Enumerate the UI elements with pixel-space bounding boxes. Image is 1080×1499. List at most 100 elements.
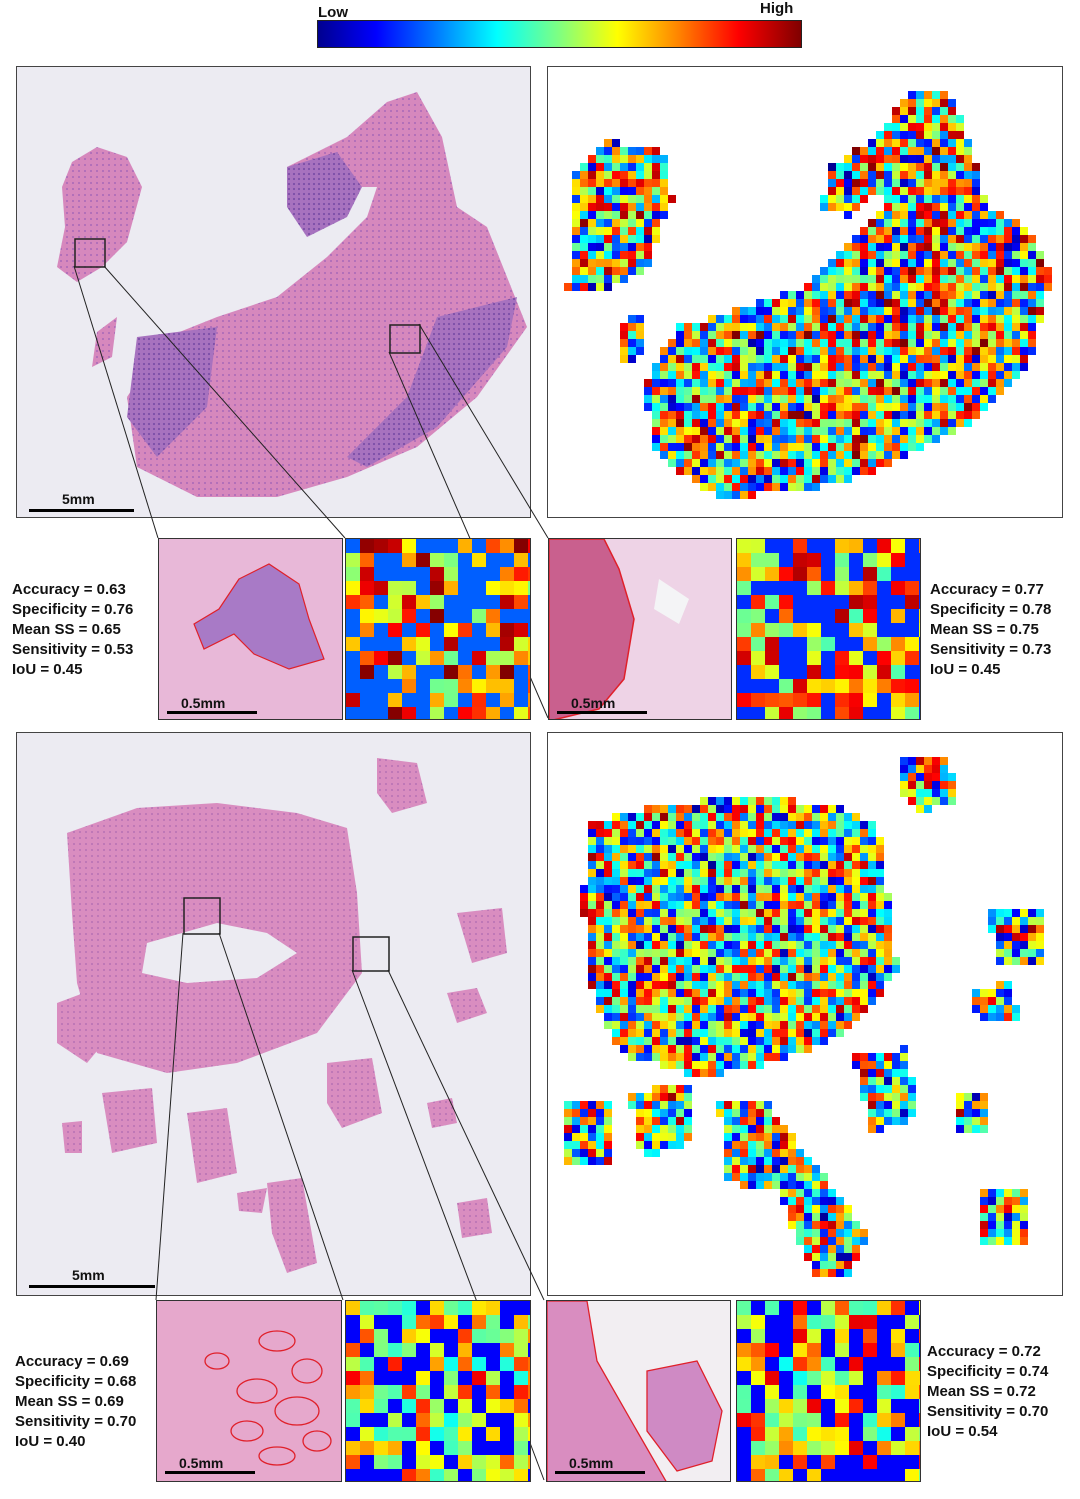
heatmap-cell (660, 419, 668, 427)
heatmap-cell (700, 363, 708, 371)
heatmap-cell (868, 315, 876, 323)
heatmap-cell (724, 475, 732, 483)
heatmap-cell (756, 411, 764, 419)
heatmap-cell (472, 539, 486, 553)
heatmap-cell (724, 797, 732, 805)
heatmap-cell (964, 1093, 972, 1101)
heatmap-cell (908, 179, 916, 187)
heatmap-cell (528, 707, 530, 719)
heatmap-cell (737, 567, 751, 581)
heatmap-cell (756, 845, 764, 853)
heatmap-cell (852, 1053, 860, 1061)
heatmap-cell (852, 411, 860, 419)
heatmap-cell (812, 427, 820, 435)
heatmap-cell (948, 797, 956, 805)
heatmap-cell (868, 997, 876, 1005)
heatmap-cell (612, 227, 620, 235)
heatmap-cell (732, 1061, 740, 1069)
metric-iou: IoU = 0.45 (12, 661, 83, 678)
heatmap-cell (863, 1329, 877, 1343)
heatmap-cell (732, 829, 740, 837)
heatmap-cell (844, 179, 852, 187)
heatmap-cell (956, 147, 964, 155)
heatmap-cell (820, 997, 828, 1005)
heatmap-cell (860, 235, 868, 243)
heatmap-cell (804, 427, 812, 435)
heatmap-cell (684, 403, 692, 411)
heatmap-cell (812, 275, 820, 283)
heatmap-cell (821, 1399, 835, 1413)
heatmap-cell (596, 219, 604, 227)
heatmap-cell (388, 567, 402, 581)
heatmap-cell (765, 665, 779, 679)
heatmap-cell (820, 893, 828, 901)
heatmap-cell (820, 1261, 828, 1269)
heatmap-cell (924, 789, 932, 797)
heatmap-cell (860, 435, 868, 443)
heatmap-cell (796, 845, 804, 853)
heatmap-cell (860, 363, 868, 371)
heatmap-cell (804, 483, 812, 491)
heatmap-cell (692, 1069, 700, 1077)
heatmap-cell (812, 419, 820, 427)
heatmap-cell (430, 1315, 444, 1329)
heatmap-cell (836, 443, 844, 451)
heatmap-cell (472, 1413, 486, 1427)
heatmap-cell (692, 459, 700, 467)
heatmap-cell (444, 1301, 458, 1315)
heatmap-cell (676, 411, 684, 419)
heatmap-cell (964, 235, 972, 243)
heatmap-cell (596, 909, 604, 917)
heatmap-cell (852, 267, 860, 275)
heatmap-cell (852, 435, 860, 443)
heatmap-cell (980, 251, 988, 259)
heatmap-cell (628, 195, 636, 203)
heatmap-cell (908, 789, 916, 797)
heatmap-cell (820, 1205, 828, 1213)
heatmap-cell (644, 1045, 652, 1053)
heatmap-cell (924, 323, 932, 331)
heatmap-cell (852, 323, 860, 331)
heatmap-cell (828, 267, 836, 275)
heatmap-cell (636, 179, 644, 187)
heatmap-cell (740, 877, 748, 885)
heatmap-cell (905, 1357, 919, 1371)
heatmap-cell (740, 347, 748, 355)
heatmap-cell (764, 893, 772, 901)
heatmap-cell (924, 363, 932, 371)
heatmap-cell (700, 1045, 708, 1053)
heatmap-cell (765, 1301, 779, 1315)
heatmap-cell (852, 155, 860, 163)
heatmap-cell (716, 395, 724, 403)
heatmap-cell (919, 693, 920, 707)
heatmap-cell (924, 411, 932, 419)
heatmap-cell (1036, 941, 1044, 949)
heatmap-cell (844, 371, 852, 379)
heatmap-cell (1020, 1213, 1028, 1221)
heatmap-cell (852, 861, 860, 869)
heatmap-cell (724, 933, 732, 941)
heatmap-cell (620, 837, 628, 845)
heatmap-cell (636, 965, 644, 973)
heatmap-cell (360, 539, 374, 553)
heatmap-cell (772, 379, 780, 387)
heatmap-cell (780, 427, 788, 435)
heatmap-cell (820, 1197, 828, 1205)
heatmap-cell (708, 981, 716, 989)
heatmap-cell (596, 211, 604, 219)
heatmap-cell (836, 1013, 844, 1021)
heatmap-cell (807, 1343, 821, 1357)
heatmap-cell (796, 893, 804, 901)
heatmap-cell (1004, 1205, 1012, 1213)
heatmap-cell (780, 893, 788, 901)
heatmap-cell (900, 107, 908, 115)
heatmap-cell (804, 885, 812, 893)
heatmap-cell (416, 553, 430, 567)
heatmap-cell (346, 553, 360, 567)
heatmap-cell (780, 1045, 788, 1053)
heatmap-cell (1036, 909, 1044, 917)
heatmap-cell (692, 805, 700, 813)
heatmap-cell (700, 1005, 708, 1013)
heatmap-cell (852, 147, 860, 155)
heatmap-cell (692, 925, 700, 933)
